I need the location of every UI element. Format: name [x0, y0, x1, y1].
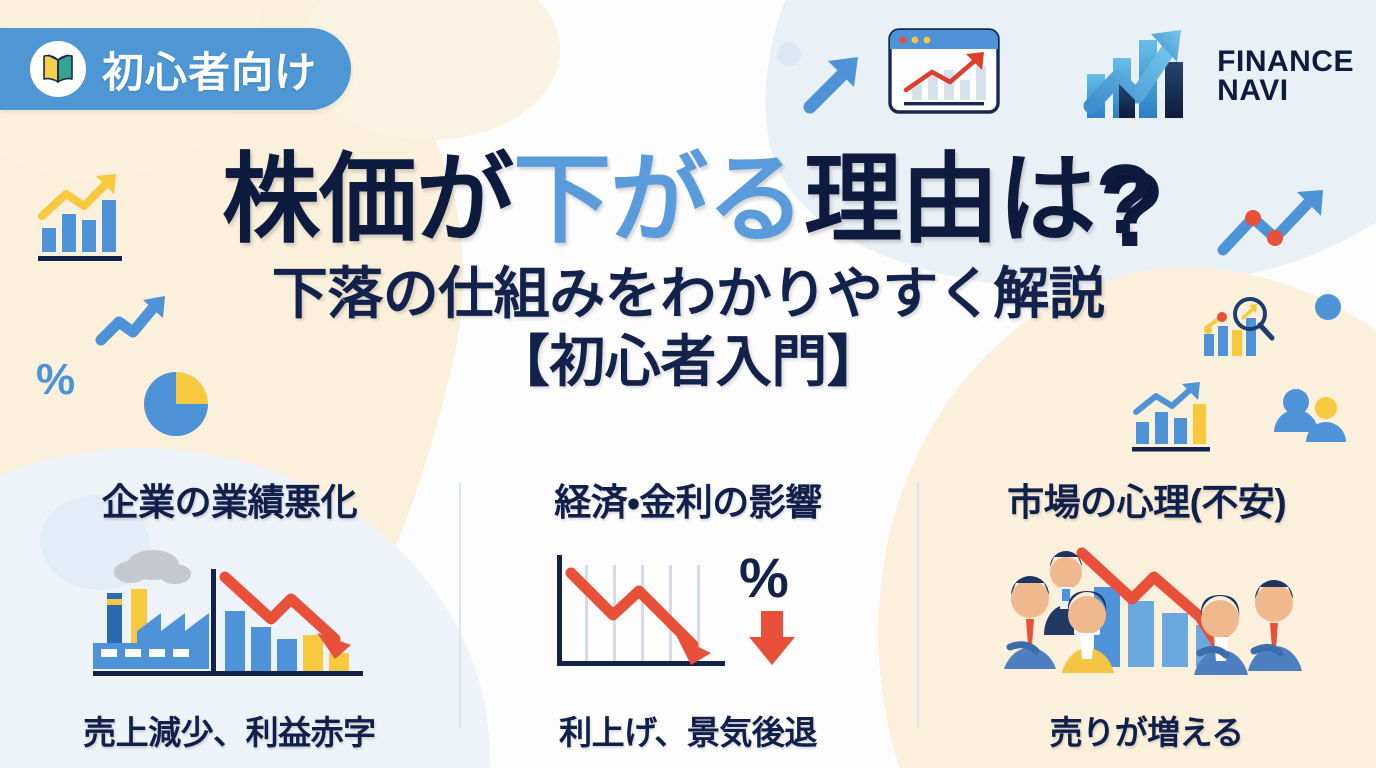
worried-investors-declining-chart-icon	[929, 526, 1364, 706]
headline-block: 株価が下がる理由は? 下落の仕組みをわかりやすく解説 【初心者入門】	[0, 149, 1376, 397]
pie-chart-icon	[140, 368, 212, 445]
reasons-columns: 企業の業績悪化	[0, 472, 1376, 762]
column-caption-1: 売上減少、利益赤字	[83, 714, 376, 751]
beginner-badge: 初心者向け	[0, 28, 352, 110]
subtitle-line-2: 【初心者入門】	[493, 330, 883, 394]
column-title-1: 企業の業績悪化	[101, 482, 358, 523]
svg-text:?: ?	[1099, 160, 1165, 269]
page-subtitle: 下落の仕組みをわかりやすく解説 【初心者入門】	[0, 260, 1376, 397]
question-mark-decoration: ?	[1095, 148, 1175, 275]
rising-bar-chart-icon	[36, 172, 124, 269]
subtitle-line-1: 下落の仕組みをわかりやすく解説	[271, 261, 1105, 325]
reason-column-market-psychology: 市場の心理(不安)	[917, 472, 1376, 762]
rising-zigzag-arrow-icon	[95, 290, 173, 357]
title-part-1: 株価が	[222, 144, 514, 254]
brand-name: FINANCE NAVI	[1217, 44, 1354, 107]
factory-declining-bars-icon	[12, 526, 447, 706]
rising-arrow-icon-top	[800, 55, 864, 122]
browser-window-rising-chart-icon	[888, 28, 1000, 119]
svg-text:%: %	[739, 546, 789, 609]
brand-line-2: NAVI	[1217, 73, 1289, 107]
beginner-badge-label: 初心者向け	[102, 48, 318, 96]
page-title: 株価が下がる理由は?	[0, 149, 1376, 250]
declining-line-percent-icon: %	[471, 526, 906, 706]
brand-logo: FINANCE NAVI	[1079, 22, 1354, 131]
brand-line-1: FINANCE	[1217, 44, 1354, 78]
bar-chart-arrow-logo-icon	[1079, 22, 1207, 131]
reason-column-economy-interest: 経済・金利の影響 % 利上げ、景気後退	[458, 472, 918, 762]
magnifier-bar-chart-icon	[1200, 292, 1276, 369]
decorative-dot-right	[1315, 294, 1341, 320]
column-caption-2: 利上げ、景気後退	[559, 714, 817, 751]
percent-symbol-decoration: %	[36, 355, 76, 404]
line-chart-dots-icon	[1215, 188, 1331, 269]
open-book-icon	[30, 41, 86, 97]
title-highlight: 下がる	[513, 144, 805, 254]
reason-column-corporate-performance: 企業の業績悪化	[0, 472, 459, 762]
column-title-3: 市場の心理(不安)	[1007, 482, 1287, 523]
people-group-icon	[1268, 386, 1350, 453]
decorative-dot-top	[777, 42, 801, 66]
column-title-2: 経済・金利の影響	[554, 482, 822, 523]
bar-chart-arrow-icon	[1130, 382, 1212, 459]
title-part-2: 理由は?	[804, 144, 1155, 254]
column-caption-3: 売りが増える	[1049, 714, 1245, 751]
